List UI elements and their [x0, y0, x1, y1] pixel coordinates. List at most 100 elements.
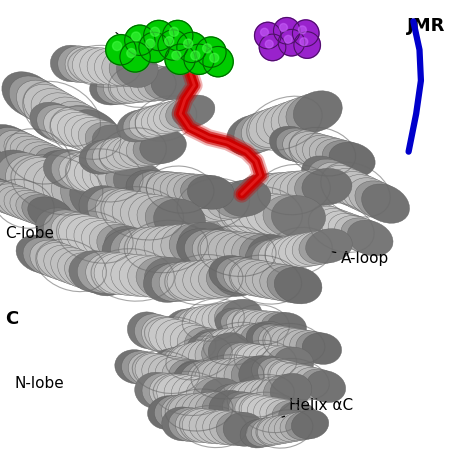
Ellipse shape — [66, 216, 116, 256]
Ellipse shape — [265, 172, 315, 208]
Ellipse shape — [267, 266, 315, 302]
Ellipse shape — [246, 418, 283, 447]
Ellipse shape — [142, 355, 183, 389]
Ellipse shape — [200, 183, 249, 220]
Ellipse shape — [210, 411, 251, 445]
Ellipse shape — [0, 150, 44, 198]
Circle shape — [172, 51, 181, 60]
Ellipse shape — [98, 159, 150, 199]
Ellipse shape — [274, 267, 322, 304]
Ellipse shape — [270, 361, 309, 392]
Ellipse shape — [258, 172, 308, 209]
Ellipse shape — [240, 419, 277, 448]
Ellipse shape — [23, 237, 71, 276]
Ellipse shape — [230, 381, 271, 415]
Ellipse shape — [171, 308, 212, 339]
Ellipse shape — [253, 263, 300, 300]
Ellipse shape — [145, 257, 197, 299]
Ellipse shape — [270, 374, 312, 408]
Ellipse shape — [126, 170, 173, 204]
Ellipse shape — [155, 357, 197, 391]
Ellipse shape — [28, 197, 73, 230]
Ellipse shape — [115, 350, 156, 384]
Ellipse shape — [236, 344, 276, 375]
Ellipse shape — [51, 167, 108, 215]
Ellipse shape — [274, 413, 311, 442]
Ellipse shape — [130, 67, 174, 101]
Ellipse shape — [155, 395, 196, 429]
Ellipse shape — [159, 262, 209, 301]
Ellipse shape — [2, 72, 56, 118]
Ellipse shape — [79, 140, 126, 174]
Ellipse shape — [109, 50, 151, 87]
Ellipse shape — [170, 323, 211, 360]
Ellipse shape — [216, 257, 264, 293]
Ellipse shape — [257, 376, 298, 410]
Circle shape — [169, 27, 179, 36]
Ellipse shape — [247, 235, 297, 274]
Ellipse shape — [128, 256, 180, 298]
Ellipse shape — [140, 171, 186, 205]
Ellipse shape — [0, 128, 41, 165]
Ellipse shape — [110, 69, 154, 103]
Ellipse shape — [299, 230, 346, 264]
Ellipse shape — [196, 410, 237, 444]
Ellipse shape — [180, 361, 224, 397]
Ellipse shape — [258, 237, 305, 272]
Ellipse shape — [136, 226, 188, 268]
Ellipse shape — [177, 307, 219, 338]
Ellipse shape — [142, 316, 183, 353]
Ellipse shape — [155, 347, 197, 381]
Ellipse shape — [265, 326, 304, 358]
Ellipse shape — [61, 170, 117, 217]
Ellipse shape — [321, 165, 369, 205]
Ellipse shape — [241, 395, 281, 427]
Ellipse shape — [341, 218, 387, 254]
Ellipse shape — [44, 210, 93, 250]
Ellipse shape — [44, 107, 92, 146]
Ellipse shape — [241, 109, 290, 150]
Ellipse shape — [167, 173, 214, 208]
Ellipse shape — [254, 397, 293, 428]
Ellipse shape — [31, 89, 85, 135]
Ellipse shape — [280, 412, 317, 441]
Ellipse shape — [295, 169, 345, 206]
Ellipse shape — [23, 142, 72, 180]
Ellipse shape — [162, 345, 203, 380]
Ellipse shape — [153, 225, 204, 266]
Ellipse shape — [246, 323, 285, 355]
Ellipse shape — [79, 186, 131, 228]
Ellipse shape — [195, 359, 238, 396]
Ellipse shape — [78, 120, 127, 158]
Ellipse shape — [72, 255, 119, 293]
Ellipse shape — [94, 49, 136, 86]
Ellipse shape — [223, 382, 264, 416]
Ellipse shape — [206, 258, 256, 297]
Ellipse shape — [285, 232, 332, 266]
Ellipse shape — [195, 336, 236, 371]
Circle shape — [203, 46, 233, 77]
Ellipse shape — [177, 228, 227, 268]
Ellipse shape — [186, 332, 228, 366]
Ellipse shape — [239, 234, 290, 273]
Ellipse shape — [24, 160, 81, 208]
Ellipse shape — [154, 100, 197, 132]
Ellipse shape — [92, 125, 141, 163]
Ellipse shape — [223, 412, 265, 446]
Ellipse shape — [260, 264, 308, 301]
Ellipse shape — [72, 118, 120, 155]
Ellipse shape — [249, 345, 288, 376]
Ellipse shape — [202, 359, 246, 395]
Ellipse shape — [272, 196, 326, 237]
Ellipse shape — [272, 235, 319, 269]
Ellipse shape — [189, 392, 230, 426]
Ellipse shape — [137, 67, 181, 101]
Ellipse shape — [57, 112, 106, 151]
Ellipse shape — [135, 372, 178, 409]
Circle shape — [183, 39, 193, 48]
Ellipse shape — [290, 199, 335, 235]
Circle shape — [202, 44, 212, 53]
Ellipse shape — [67, 109, 121, 156]
Ellipse shape — [264, 374, 305, 409]
Ellipse shape — [67, 154, 118, 193]
